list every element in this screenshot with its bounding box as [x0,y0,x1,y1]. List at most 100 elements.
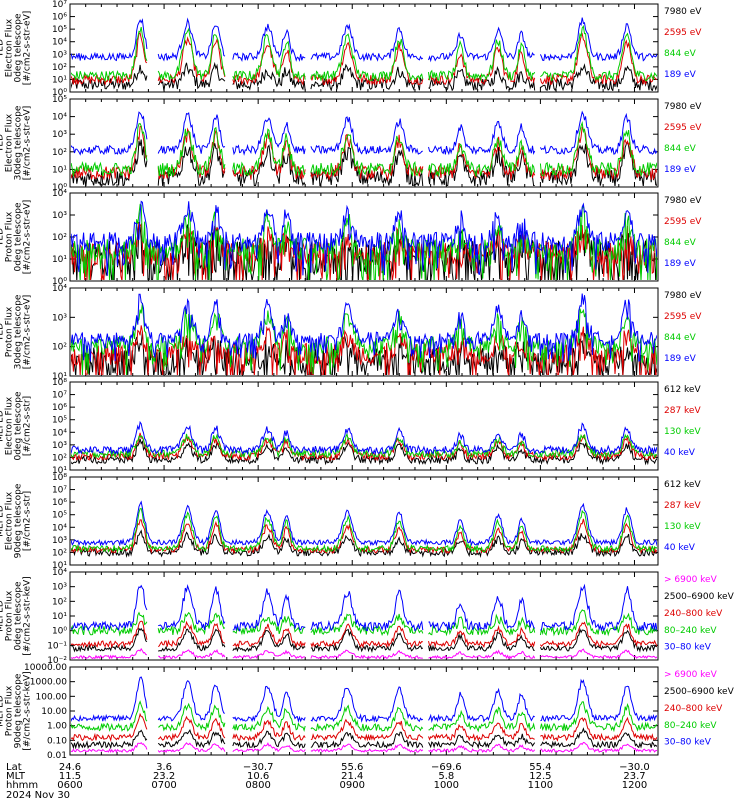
y-tick-label: 0.01 [47,751,67,761]
panel-frame [69,287,659,377]
y-tick-label: 10⁷ [52,391,67,401]
panel-1: 10⁰ 10¹ 10² 10³ 10⁴ 10⁵ 10⁶ 10⁷ TEDElectron Flux… [0,0,702,98]
y-tick-label: 10⁴ [52,428,67,438]
legend-entry: 130 keV [664,427,701,437]
y-tick-label: 10⁴ [52,568,67,578]
y-tick-label: 10² [52,343,67,353]
series-line [71,25,657,83]
panel-7: 10⁻² 10⁻¹ 10⁰ 10¹ 10² 10³ 10⁴ MEPEDProton Flux0… [0,568,735,666]
legend-entry: > 6900 keV [664,575,718,585]
panel-frame [69,666,659,756]
y-tick-label: 10³ [52,130,67,140]
legend-entry: 7980 eV [664,291,702,301]
legend-entry: 80–240 keV [664,626,717,636]
time-axis-mlt-label: 23.7 [623,771,645,782]
y-tick-label: 10⁵ [52,416,67,426]
y-axis-label-line: Proton Flux [5,306,15,357]
series-line [71,507,657,554]
y-axis-label-line: TED [0,323,6,342]
y-axis-label: TEDProton Flux30deg telescope[#/cm2-s-st… [0,294,33,369]
y-tick-label: 10³ [52,50,67,60]
legend-entry: 189 eV [664,165,697,175]
series-line [71,609,657,637]
legend-entry: 2500–6900 keV [664,687,735,697]
y-axis-label-line: 90deg telescope [14,483,24,558]
y-tick-label: 10² [52,63,67,73]
y-axis-label-line: MEPED [0,695,6,727]
time-axis-hhmm-label: 1000 [434,780,459,791]
y-axis-label: MEPEDElectron Flux0deg telescope[#/cm2-s… [0,391,33,461]
y-tick-label: 10⁷ [52,0,67,10]
legend-entry: 844 eV [664,333,697,343]
panel-frame [69,3,659,93]
lat-row-label: Lat [6,762,22,773]
legend-entry: 2500–6900 keV [664,592,735,602]
series-line [71,647,657,659]
data-area [71,293,657,375]
y-tick-label: 10000.00 [24,663,67,673]
y-tick-label: 10⁸ [52,473,67,483]
y-tick-label: 10⁵ [52,25,67,35]
legend-entry: 40 keV [664,543,696,553]
y-tick-label: 10⁴ [52,113,67,123]
y-axis-label-line: MEPED [0,600,6,632]
y-tick-label: 10³ [52,441,67,451]
date-label: 2024 Nov 30 [6,790,70,800]
y-tick-label: 10² [52,548,67,558]
legend-entry: 80–240 keV [664,721,717,731]
legend-entry: 40 keV [664,448,696,458]
y-axis-label-line: 0deg telescope [14,391,24,461]
legend-entry: > 6900 keV [664,670,718,680]
y-tick-label: 10⁵ [52,95,67,105]
y-axis-label-line: 0deg telescope [14,202,24,272]
y-tick-label: 10⁻² [47,656,67,666]
y-axis-label-line: [#/cm2-s-str] [23,396,33,456]
y-axis-label-line: [#/cm2-s-str-keV] [23,671,33,750]
y-tick-label: 10² [52,597,67,607]
y-axis-label-line: [#/cm2-s-str-eV] [23,11,33,86]
y-tick-label: 10⁰ [52,88,67,98]
panel-6: 10¹ 10² 10³ 10⁴ 10⁵ 10⁶ 10⁷ 10⁸ MEPEDElectron Fl… [0,473,701,571]
series-line [71,741,657,754]
legend-entry: 189 eV [664,259,697,269]
time-axis-mlt-label: 10.6 [247,771,269,782]
panel-5: 10¹ 10² 10³ 10⁴ 10⁵ 10⁶ 10⁷ 10⁸ MEPEDElectron Fl… [0,378,701,476]
y-tick-label: 10¹ [52,255,67,265]
data-area [71,110,657,186]
legend-entry: 189 eV [664,354,697,364]
legend-entry: 287 keV [664,406,701,416]
y-axis-label: MEPEDElectron Flux90deg telescope[#/cm2-… [0,483,33,558]
time-axis-hhmm-label: 1100 [528,780,553,791]
time-axis-lat-label: 24.6 [59,762,81,773]
panel-8: 0.010.101.0010.00100.001000.0010000.00ME… [0,663,735,761]
y-axis-label-line: [#/cm2-s-str-eV] [23,295,33,370]
y-tick-label: 10⁷ [52,486,67,496]
legend-entry: 240–800 keV [664,704,723,714]
y-tick-label: 10³ [52,313,67,323]
time-axis-mlt-label: 21.4 [341,771,363,782]
y-tick-label: 10⁴ [52,38,67,48]
series-line [71,110,657,156]
y-tick-label: 10³ [52,536,67,546]
legend-entry: 2595 eV [664,312,702,322]
time-axis-lat-label: −69.6 [431,762,462,773]
y-axis-label-line: TED [0,39,6,58]
y-axis-label-line: [#/cm2-s-str-keV] [23,576,33,655]
legend-entry: 7980 eV [664,196,702,206]
y-tick-label: 10⁶ [52,403,67,413]
series-line [71,620,657,649]
time-axis-hhmm-label: 0700 [151,780,176,791]
y-tick-label: 10⁶ [52,13,67,23]
y-tick-label: 10.00 [41,707,67,717]
time-axis-hhmm-label: 0900 [340,780,365,791]
legend-entry: 844 eV [664,49,697,59]
y-axis-label-line: 30deg telescope [14,105,24,180]
y-axis-label-line: MEPED [0,505,6,537]
legend-entry: 240–800 keV [664,609,723,619]
legend-entry: 612 keV [664,385,701,395]
y-axis-label-line: [#/cm2-s-str-eV] [23,200,33,275]
time-axis-lat-label: −30.0 [619,762,650,773]
legend-entry: 612 keV [664,480,701,490]
series-line [71,432,657,459]
y-axis-label: TEDElectron Flux0deg telescope[#/cm2-s-s… [0,11,33,86]
